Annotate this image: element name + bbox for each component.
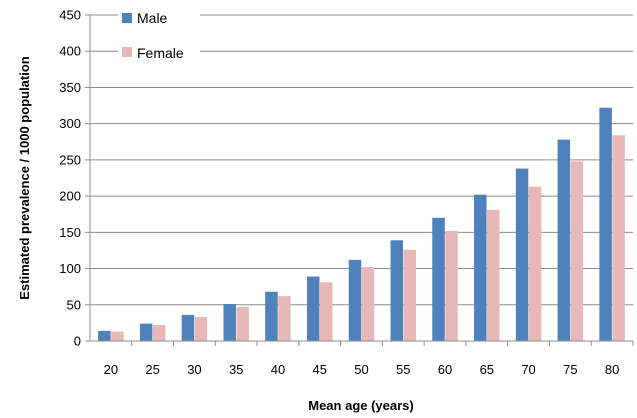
bar-female-35 [236,306,249,341]
bar-male-55 [390,240,404,341]
bar-female-40 [278,296,291,341]
x-tick-label: 70 [521,362,535,377]
y-tick-label: 350 [59,80,81,95]
y-tick-label: 200 [59,189,81,204]
bar-male-70 [515,168,529,341]
legend-label-female: Female [137,45,184,61]
x-tick-label: 75 [563,362,577,377]
bar-female-45 [319,282,333,341]
x-tick-label: 45 [312,362,326,377]
y-tick-label: 50 [67,297,81,312]
x-tick-label: 40 [271,362,285,377]
legend: Male Female [118,8,200,70]
bar-female-20 [111,331,124,341]
bar-male-75 [557,139,571,341]
y-tick-label: 450 [59,8,81,23]
x-axis-title: Mean age (years) [308,398,414,413]
y-tick-label: 100 [59,261,81,276]
bar-female-75 [570,161,584,341]
legend-label-male: Male [137,10,168,26]
bar-female-65 [487,209,500,341]
bars [98,107,625,342]
x-tick-label: 60 [438,362,452,377]
bar-male-65 [474,194,487,341]
y-tick-label: 250 [59,152,81,167]
x-tick-label: 30 [187,362,201,377]
bar-male-30 [181,314,195,341]
bar-male-80 [599,107,612,342]
y-tick-label: 0 [74,334,81,349]
y-tick-label: 300 [59,116,81,131]
bar-female-25 [152,325,166,341]
bar-female-50 [361,267,375,341]
bar-female-70 [528,186,542,341]
y-axis-title: Estimated prevalence / 1000 population [17,56,32,300]
bar-male-40 [265,291,278,341]
bar-male-50 [348,259,362,341]
y-tick-label: 150 [59,225,81,240]
x-tick-label: 50 [354,362,368,377]
x-tick-label: 55 [396,362,410,377]
legend-swatch-male [122,13,132,23]
x-tick-label: 35 [229,362,243,377]
x-tick-label: 20 [104,362,118,377]
axes: 0 50 100 150 200 250 300 350 400 450 20 25 30 35 40 45 5… [59,8,634,377]
legend-swatch-female [122,47,132,57]
x-tick-label: 25 [145,362,159,377]
gridlines [90,14,633,306]
y-tick-label: 400 [59,44,81,59]
bar-male-20 [98,330,111,341]
x-tick-label: 80 [605,362,619,377]
bar-male-35 [223,304,236,341]
bar-female-55 [403,249,417,341]
bar-male-45 [306,276,320,341]
bar-male-25 [139,323,153,341]
bar-female-30 [194,317,208,341]
x-tick-label: 65 [480,362,494,377]
bar-female-80 [612,135,625,341]
bar-female-60 [445,230,458,341]
bar-male-60 [432,217,445,341]
